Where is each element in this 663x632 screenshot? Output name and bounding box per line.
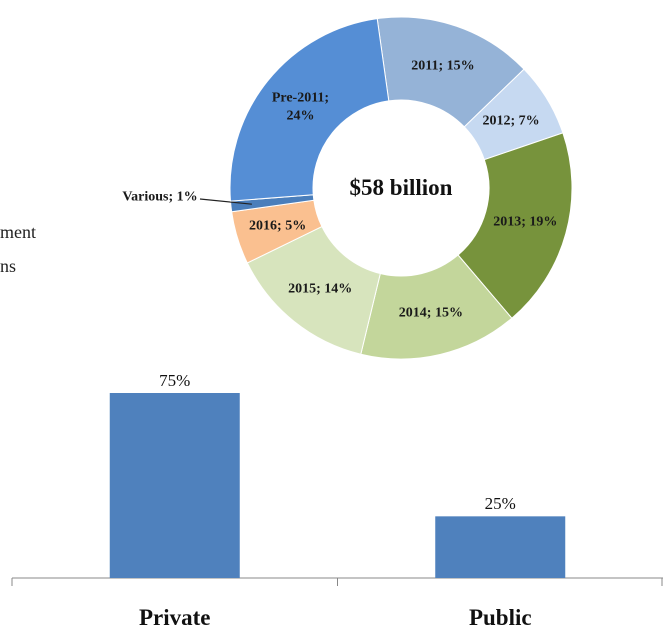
value-label: 25%	[484, 494, 516, 514]
side-text: ment	[0, 222, 36, 242]
center-label: $58 billion	[349, 175, 453, 201]
segment-label: 2013; 19%	[493, 214, 558, 230]
leader-line	[199, 198, 252, 205]
segment-label: 2014; 15%	[398, 305, 463, 321]
segment-label: Pre-2011; 24%	[271, 90, 330, 124]
segment-label: Various; 1%	[122, 189, 198, 205]
segment-label: 2011; 15%	[411, 58, 475, 74]
x-tick-label: Private	[138, 605, 211, 630]
segment-label: 2015; 14%	[288, 280, 353, 296]
bar	[109, 393, 240, 578]
x-tick-label: Public	[468, 605, 532, 630]
donut-segment	[229, 18, 390, 202]
donut-segment	[457, 132, 573, 319]
side-text: ns	[0, 256, 17, 276]
value-label: 75%	[159, 371, 191, 390]
bar	[435, 516, 566, 578]
segment-label: 2016; 5%	[249, 217, 307, 233]
segment-label: 2012; 7%	[482, 113, 540, 129]
